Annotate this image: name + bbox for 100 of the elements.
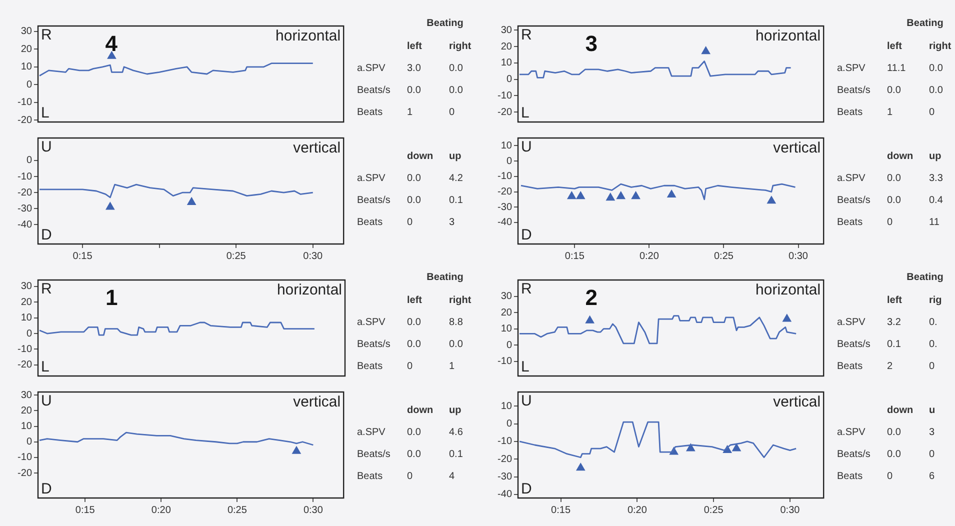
text: down [407,150,434,164]
annotation: U [41,138,52,156]
x-tick-label: 0:25 [714,250,734,262]
text: Beats/s [357,338,392,352]
text: 3.3 [929,172,944,186]
annotation: R [41,280,52,298]
y-tick-label: -40 [498,217,512,228]
point [632,192,640,200]
y-tick-label: 0 [26,155,32,166]
text: a.SPV [837,62,866,76]
text: 8.8 [449,316,464,330]
y-tick-label: -10 [18,171,32,182]
text: 0.0 [887,448,902,462]
text: Beats/s [837,338,872,352]
text: 11 [929,216,940,230]
x-tick-label: 0:25 [226,250,246,262]
text: 0.0 [887,426,902,440]
y-tick-label: 30 [20,26,32,38]
annotation: 3 [585,31,598,56]
y-tick-label: -40 [18,219,32,230]
y-tick-label: -20 [498,106,512,118]
text: 0.1 [887,338,902,352]
text: 6 [929,470,936,484]
x-tick-label: 0:20 [151,504,172,516]
y-tick-label: -10 [498,171,512,182]
text: 0.0 [449,84,464,98]
text: 3 [929,426,936,440]
y-tick-label: 20 [20,405,32,416]
text: 11.1 [887,62,907,76]
annotation: horizontal [276,28,341,45]
text: 0.0 [887,172,902,186]
text: Beats/s [837,84,872,98]
text: a.SPV [357,316,386,330]
annotation: L [521,104,530,122]
x-tick-label: 0:15 [72,250,93,262]
text: up [449,404,462,418]
text: 0.0 [929,84,944,98]
y-tick-label: -10 [498,436,512,448]
text: Beats/s [357,194,392,208]
text: a.SPV [357,426,386,440]
text: 0.0 [407,338,422,352]
y-tick-label: -20 [18,114,32,126]
y-tick-label: -10 [498,356,512,368]
x-tick-label: 0:15 [551,504,571,516]
text: a.SPV [837,172,866,186]
y-tick-label: 30 [500,291,512,302]
text: 3.2 [887,316,902,330]
text: 0 [887,216,894,230]
x-tick-label: 0:30 [780,504,800,516]
y-tick-label: 10 [500,140,512,152]
annotation: vertical [293,394,341,411]
y-tick-label: 10 [20,421,32,432]
annotation: 2 [585,285,598,310]
text: 0 [929,106,936,120]
text: right [929,40,952,54]
annotation: horizontal [276,282,342,299]
text: 0 [449,106,456,120]
text: a.SPV [357,62,386,76]
annotation: R [521,280,532,298]
y-tick-label: 20 [500,307,512,318]
text: Beats/s [357,448,392,462]
text: 0.0 [407,172,422,186]
annotation: D [41,480,52,498]
x-tick-label: 0:30 [303,504,324,516]
text: up [929,150,942,164]
annotation: vertical [773,140,821,157]
y-tick-label: 0 [506,418,512,430]
text: Beats [357,360,384,374]
y-tick-label: 30 [20,281,32,292]
text: Beats [837,360,864,374]
point [606,193,615,201]
text: Beats/s [837,194,872,208]
y-tick-label: 0 [26,79,32,90]
y-tick-label: 0 [506,156,512,167]
y-tick-label: -20 [18,468,32,479]
text: Beats/s [357,84,392,98]
text: Beats [837,106,864,120]
text: 0.4 [929,194,944,208]
annotation: R [521,26,532,44]
annotation: horizontal [756,28,821,45]
text: Beating [426,272,464,285]
y-tick-label: -20 [18,360,32,371]
text: 0.1 [449,448,464,462]
text: a.SPV [837,316,866,330]
text: 0.0 [887,84,902,98]
text: 0 [929,448,936,462]
y-tick-label: -10 [498,90,512,102]
x-tick-label: 0:15 [75,504,96,516]
y-tick-label: 0 [26,436,32,448]
y-tick-label: -30 [498,202,512,213]
annotation: D [41,226,52,244]
y-tick-label: 30 [500,24,512,36]
text: 0. [929,316,938,330]
annotation: vertical [773,394,821,411]
x-tick-label: 0:15 [564,250,585,262]
text: 0.0 [449,338,464,352]
annotation: L [521,358,530,376]
text: 0.0 [449,62,464,76]
x-tick-label: 0:20 [639,250,660,262]
text: 4.6 [449,426,464,440]
